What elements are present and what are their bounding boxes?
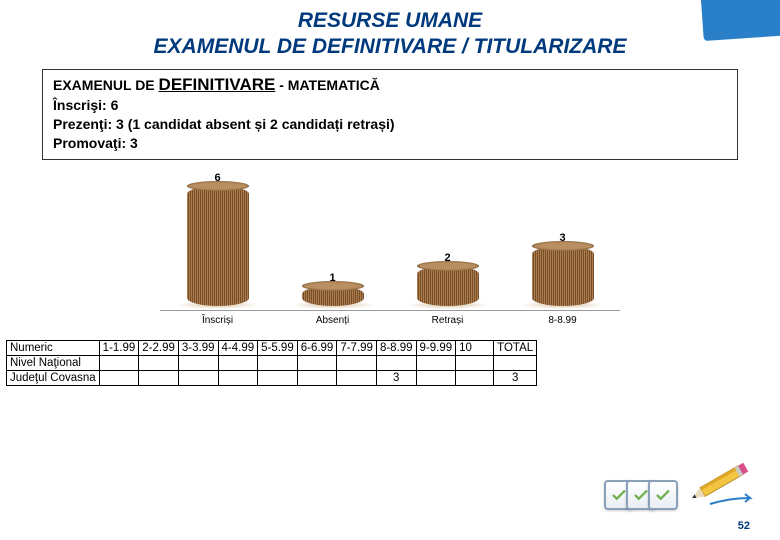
- table-cell: [337, 371, 377, 386]
- results-table: Numeric1-1.992-2.993-3.994-4.995-5.996-6…: [6, 340, 537, 386]
- table-cell: [494, 356, 537, 371]
- table-corner-cell: Numeric: [7, 341, 100, 356]
- info-prezenti: Prezenţi: 3 (1 candidat absent și 2 cand…: [53, 115, 727, 134]
- chart-plot-area: 6123: [150, 166, 630, 306]
- table-cell: [337, 356, 377, 371]
- table-header-cell: TOTAL: [494, 341, 537, 356]
- bar-cylinder: [532, 246, 594, 306]
- table-cell: 3: [376, 371, 416, 386]
- bar-cylinder: [187, 186, 249, 306]
- table-header-cell: 9-9.99: [416, 341, 456, 356]
- table-row: Judeţul Covasna 3 3: [7, 371, 537, 386]
- x-axis-label: Retrași: [390, 311, 505, 326]
- info-promovati: Promovaţi: 3: [53, 134, 727, 153]
- table-cell: [456, 356, 494, 371]
- table-cell: [416, 371, 456, 386]
- table-cell: [258, 371, 298, 386]
- table-head: Numeric1-1.992-2.993-3.994-4.995-5.996-6…: [7, 341, 537, 356]
- x-axis-label: Înscriși: [160, 311, 275, 326]
- bar-cylinder: [417, 266, 479, 306]
- page-title: RESURSE UMANE EXAMENUL DE DEFINITIVARE /…: [20, 8, 760, 61]
- table-header-cell: 5-5.99: [258, 341, 298, 356]
- table-header-cell: 8-8.99: [376, 341, 416, 356]
- corner-accent: [700, 0, 780, 41]
- table-header-cell: 3-3.99: [178, 341, 218, 356]
- check-icon: [654, 486, 672, 504]
- info-inscrisi: Înscrişi: 6: [53, 96, 727, 115]
- bar-slot: 3: [505, 166, 620, 306]
- x-axis-label: 8-8.99: [505, 311, 620, 326]
- bar-slot: 2: [390, 166, 505, 306]
- table-cell: [99, 371, 139, 386]
- footer-decoration: [612, 454, 762, 510]
- table-header-cell: 7-7.99: [337, 341, 377, 356]
- table-header-cell: 1-1.99: [99, 341, 139, 356]
- table-cell: [297, 356, 337, 371]
- check-card-stack: [612, 480, 678, 510]
- page-title-block: RESURSE UMANE EXAMENUL DE DEFINITIVARE /…: [0, 0, 780, 63]
- row-label: Nivel Naţional: [7, 356, 100, 371]
- table-cell: [416, 356, 456, 371]
- table-cell: [376, 356, 416, 371]
- bar-slot: 1: [275, 166, 390, 306]
- table-cell: [258, 356, 298, 371]
- info-definitivare: DEFINITIVARE: [159, 75, 276, 94]
- pencil-icon: [682, 454, 762, 510]
- table-cell: 3: [494, 371, 537, 386]
- table-cell: [139, 371, 179, 386]
- info-prefix: EXAMENUL DE: [53, 77, 159, 93]
- table-row: Nivel Naţional: [7, 356, 537, 371]
- table-header-row: Numeric1-1.992-2.993-3.994-4.995-5.996-6…: [7, 341, 537, 356]
- table-cell: [218, 371, 258, 386]
- title-line2: EXAMENUL DE DEFINITIVARE / TITULARIZARE: [154, 35, 627, 58]
- table-cell: [297, 371, 337, 386]
- table-header-cell: 10: [456, 341, 494, 356]
- info-suffix: - MATEMATICĂ: [275, 77, 379, 93]
- bar-cylinder: [302, 286, 364, 306]
- bar-chart: 6123 ÎnscrișiAbsențiRetrași8-8.99: [150, 166, 630, 326]
- table-cell: [456, 371, 494, 386]
- page-number: 52: [738, 520, 750, 532]
- table-cell: [218, 356, 258, 371]
- table-cell: [178, 356, 218, 371]
- title-line1: RESURSE UMANE: [298, 9, 482, 32]
- info-line-subject: EXAMENUL DE DEFINITIVARE - MATEMATICĂ: [53, 74, 727, 97]
- chart-x-axis: ÎnscrișiAbsențiRetrași8-8.99: [160, 310, 620, 326]
- table-cell: [139, 356, 179, 371]
- table-cell: [178, 371, 218, 386]
- check-card: [648, 480, 678, 510]
- row-label: Judeţul Covasna: [7, 371, 100, 386]
- table-header-cell: 2-2.99: [139, 341, 179, 356]
- exam-info-box: EXAMENUL DE DEFINITIVARE - MATEMATICĂ În…: [42, 69, 738, 161]
- table-header-cell: 4-4.99: [218, 341, 258, 356]
- table-body: Nivel NaţionalJudeţul Covasna 3 3: [7, 356, 537, 386]
- table-header-cell: 6-6.99: [297, 341, 337, 356]
- table-cell: [99, 356, 139, 371]
- bar-slot: 6: [160, 166, 275, 306]
- x-axis-label: Absenți: [275, 311, 390, 326]
